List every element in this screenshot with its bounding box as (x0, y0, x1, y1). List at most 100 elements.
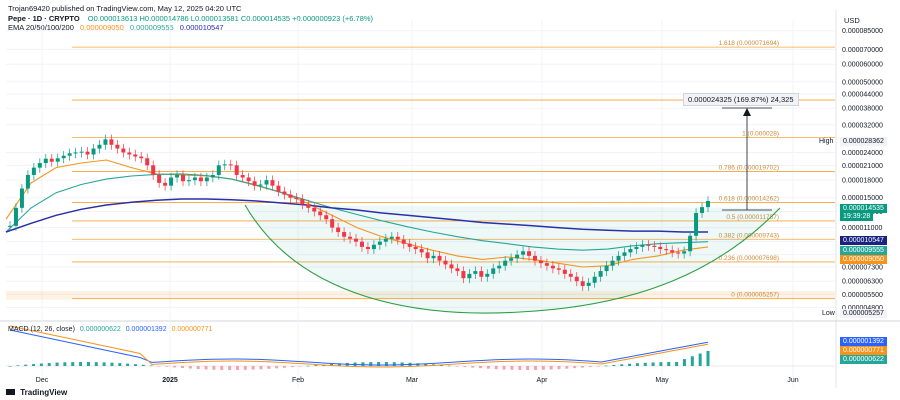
candle-body (479, 271, 484, 277)
candle-body (139, 156, 144, 159)
fib-level-label: 0.786 (0.000019702) (719, 164, 779, 171)
candle-body (186, 180, 191, 182)
macd-tag-signal: 0.000000771 (840, 346, 887, 355)
candle-body (473, 271, 478, 274)
candle-body (163, 182, 168, 186)
macd-histogram-bar (314, 365, 318, 366)
macd-histogram-bar (298, 366, 302, 367)
macd-histogram-bar (494, 366, 498, 370)
macd-histogram-bar (47, 363, 51, 366)
candle-body (527, 251, 532, 256)
macd-histogram-bar (604, 365, 608, 367)
macd-legend: MACD (12, 26, close) 0.000000622 0.00000… (8, 326, 212, 333)
macd-histogram-bar (228, 366, 232, 370)
candle-body (682, 251, 687, 254)
macd-histogram-bar (243, 366, 247, 370)
macd-histogram-bar (259, 366, 263, 370)
candle-body (515, 254, 520, 259)
macd-signal-line (9, 325, 709, 368)
candle-body (252, 181, 257, 186)
y-tick-label: 0.000044000 (842, 92, 883, 99)
y-tick-label: 0.000015000 (842, 195, 883, 202)
ema-label[interactable]: EMA 20/50/100/200 (8, 23, 74, 32)
tradingview-logo[interactable]: TradingView (6, 388, 67, 397)
candle-body (568, 273, 573, 277)
macd-histogram-bar (361, 362, 365, 366)
candle-body (497, 265, 502, 269)
candle-body (389, 236, 394, 239)
macd-tag-hist: 0.000000622 (840, 355, 887, 364)
candle-body (652, 245, 657, 247)
countdown-tag: 19:39:28 (840, 212, 874, 221)
y-tick-label: 0.000024000 (842, 150, 883, 157)
candle-body (437, 255, 442, 261)
candle-body (592, 276, 597, 283)
ema50-tag: 0.000009050 (840, 255, 887, 264)
candle-body (628, 249, 633, 253)
macd-histogram-bar (510, 366, 514, 370)
macd-label[interactable]: MACD (12, 26, close) (8, 326, 75, 333)
macd-histogram-bar (8, 366, 12, 367)
candle-body (461, 271, 466, 279)
ema-line-50 (5, 173, 709, 251)
candle-body (664, 249, 669, 251)
macd-value-macd: 0.000001392 (125, 326, 167, 333)
macd-histogram-bar (643, 362, 647, 366)
tradingview-text: TradingView (20, 388, 68, 397)
candle-body (79, 151, 84, 153)
candle-body (204, 177, 209, 182)
ema-legend: EMA 20/50/100/200 0.000009050 0.00000955… (8, 23, 224, 32)
candle-body (413, 246, 418, 250)
macd-histogram-bar (706, 350, 710, 366)
macd-histogram-bar (157, 366, 161, 367)
author-line: Trojan69420 published on TradingView.com… (8, 4, 242, 13)
candle-body (688, 235, 693, 252)
macd-histogram-bar (557, 366, 561, 370)
macd-histogram-bar (306, 365, 310, 367)
candle-body (181, 174, 186, 182)
fib-level-label: 0.236 (0.000007698) (719, 255, 779, 262)
macd-histogram-bar (24, 364, 28, 366)
y-tick-label: 0.000004800 (842, 305, 883, 312)
candle-body (318, 211, 323, 216)
macd-histogram-bar (212, 366, 216, 370)
macd-histogram-bar (55, 362, 59, 366)
candle-body (354, 238, 359, 242)
fib-level-label: 0.618 (0.000014262) (719, 196, 779, 203)
macd-histogram-bar (290, 366, 294, 368)
symbol-label[interactable]: Pepe · 1D · CRYPTO (8, 14, 80, 23)
ema50-value: 0.000009555 (129, 23, 174, 32)
macd-histogram-bar (110, 362, 114, 366)
candle-body (109, 139, 114, 145)
candle-body (467, 273, 472, 279)
fib-level-label: 1 (0.000028) (742, 131, 779, 138)
candle-body (634, 246, 639, 250)
candle-body (532, 255, 537, 261)
candle-body (407, 243, 412, 247)
y-tick-label: 0.000050000 (842, 79, 883, 86)
ema100-value: 0.000010547 (179, 23, 224, 32)
macd-histogram-bar (173, 366, 177, 368)
macd-histogram-bar (667, 362, 671, 366)
macd-histogram-bar (526, 366, 530, 370)
current-price-tag: 0.000014535 (840, 204, 887, 213)
y-tick-label: 0.000021000 (842, 163, 883, 170)
candle-body (133, 154, 138, 157)
macd-histogram-bar (651, 362, 655, 366)
candle-body (574, 276, 579, 282)
candle-body (157, 174, 162, 183)
macd-histogram-bar (549, 366, 553, 370)
y-tick-label: 0.000011000 (842, 225, 882, 232)
candle-body (198, 177, 203, 182)
candle-body (509, 258, 514, 261)
candle-body (485, 273, 490, 277)
candle-body (312, 207, 317, 212)
candle-body (145, 158, 150, 166)
candle-body (586, 282, 591, 286)
macd-histogram-bar (196, 366, 200, 370)
low-tag: 0.000005257 (840, 309, 887, 318)
ohlc-values: O0.000013613 H0.000014786 L0.000013581 C… (87, 14, 374, 23)
candle-body (115, 144, 120, 149)
candle-body (670, 250, 675, 253)
